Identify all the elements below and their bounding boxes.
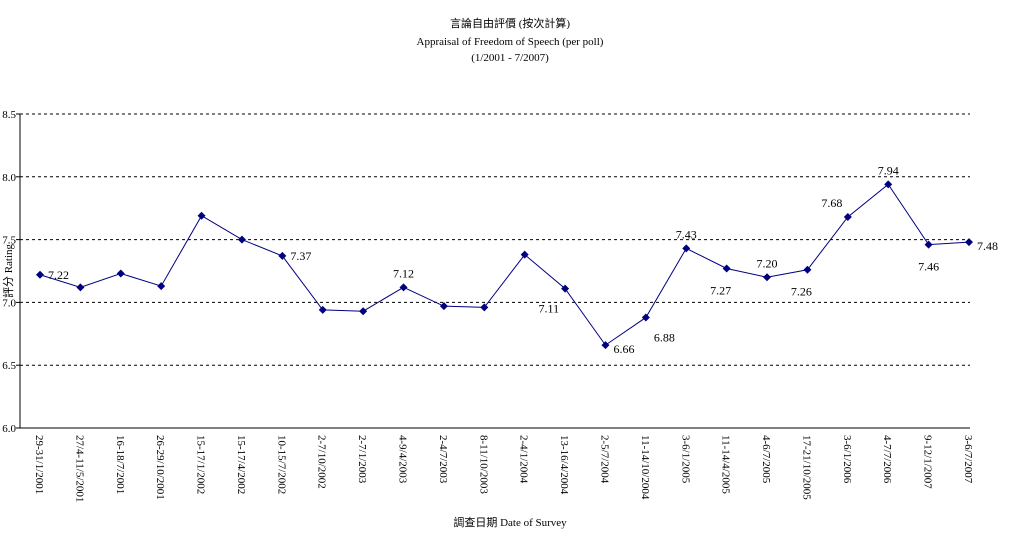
data-label: 7.12 (393, 266, 414, 280)
marker (843, 212, 852, 221)
data-label: 7.26 (791, 285, 812, 299)
marker (116, 269, 125, 278)
marker (722, 264, 731, 273)
marker (439, 302, 448, 311)
x-tick-label: 15-17/4/2002 (235, 435, 247, 494)
data-label: 6.66 (613, 342, 634, 356)
x-axis-label: 調查日期 Date of Survey (453, 515, 567, 529)
x-tick-label: 4-7/7/2006 (881, 435, 893, 484)
x-tick-label: 2-7/10/2002 (316, 435, 328, 489)
marker (520, 250, 529, 259)
x-tick-label: 27/4-11/5/2001 (73, 435, 85, 502)
marker (561, 284, 570, 293)
marker (197, 211, 206, 220)
data-label: 7.11 (539, 302, 560, 316)
x-tick-label: 13-16/4/2004 (558, 435, 570, 495)
x-tick-label: 10-15/7/2002 (275, 435, 287, 494)
marker (601, 341, 610, 350)
marker (237, 235, 246, 244)
y-axis-label: 評分 Rating (1, 243, 15, 298)
marker (641, 313, 650, 322)
x-tick-label: 15-17/1/2002 (195, 435, 207, 494)
y-tick-label: 7.5 (2, 235, 16, 247)
data-label: 7.68 (821, 196, 842, 210)
data-label: 7.48 (977, 239, 998, 253)
marker (36, 270, 44, 279)
marker (157, 282, 166, 291)
y-tick-label: 6.0 (2, 423, 16, 435)
x-tick-label: 2-5/7/2004 (598, 435, 610, 484)
y-tick-label: 6.5 (2, 360, 16, 372)
x-tick-label: 3-6/1/2005 (679, 435, 691, 484)
x-tick-label: 3-6/7/2007 (962, 435, 974, 484)
chart-subtitle: Appraisal of Freedom of Speech (per poll… (417, 36, 604, 48)
x-tick-label: 29-31/1/2001 (33, 435, 45, 494)
marker (318, 305, 327, 314)
y-tick-label: 8.0 (2, 172, 16, 184)
x-tick-label: 16-18/7/2001 (114, 435, 126, 494)
marker (682, 244, 691, 253)
data-label: 7.37 (290, 249, 311, 263)
data-label: 7.27 (710, 283, 731, 297)
data-label: 7.46 (918, 260, 939, 274)
marker (399, 283, 408, 292)
data-label: 7.43 (676, 227, 697, 241)
x-tick-label: 4-9/4/2003 (397, 435, 409, 484)
x-tick-label: 3-6/1/2006 (841, 435, 853, 484)
data-label: 7.94 (878, 163, 899, 177)
marker (924, 240, 933, 249)
marker (278, 251, 287, 260)
chart-period: (1/2001 - 7/2007) (471, 52, 549, 64)
marker (76, 283, 85, 292)
marker (480, 303, 489, 312)
x-tick-label: 11-14/10/2004 (639, 435, 651, 500)
x-tick-label: 17-21/10/2005 (800, 435, 812, 500)
marker (884, 180, 893, 189)
marker (803, 265, 812, 274)
x-tick-label: 26-29/10/2001 (154, 435, 166, 500)
x-tick-label: 11-14/4/2005 (720, 435, 732, 494)
marker (359, 307, 368, 316)
x-tick-label: 9-12/1/2007 (922, 435, 934, 489)
y-tick-label: 8.5 (2, 109, 16, 121)
x-tick-label: 2-7/1/2003 (356, 435, 368, 484)
data-label: 7.20 (757, 256, 778, 270)
data-label: 7.22 (48, 268, 69, 282)
chart-title: 言論自由評價 (按次計算) (450, 16, 570, 30)
x-tick-label: 8-11/10/2003 (477, 435, 489, 494)
data-label: 6.88 (654, 330, 675, 344)
marker (965, 238, 973, 247)
x-tick-label: 2-4/1/2004 (518, 435, 530, 484)
x-tick-label: 2-4/7/2003 (437, 435, 449, 484)
marker (763, 273, 772, 282)
line (39, 183, 970, 346)
y-tick-label: 7.0 (2, 297, 16, 309)
x-tick-label: 4-6/7/2005 (760, 435, 772, 484)
